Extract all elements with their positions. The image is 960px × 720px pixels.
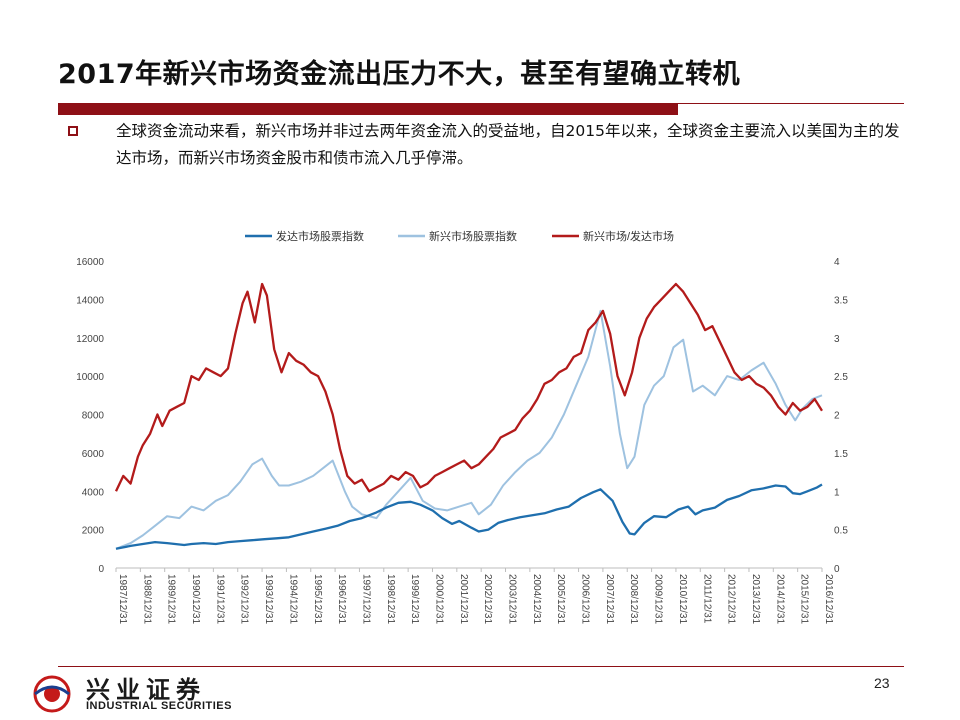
footer-rule <box>58 666 904 667</box>
x-tick-label: 2006/12/31 <box>580 574 591 624</box>
y-right-tick-label: 0 <box>834 564 840 575</box>
x-tick-label: 2011/12/31 <box>701 574 712 624</box>
x-tick-label: 1994/12/31 <box>287 574 298 624</box>
x-tick-label: 1989/12/31 <box>166 574 177 624</box>
legend-label-emerging: 新兴市场股票指数 <box>429 229 517 243</box>
chart-axes: 0 2000 4000 6000 8000 10000 12000 14000 16000 0 0.… <box>76 257 848 624</box>
x-tick-label: 2001/12/31 <box>458 574 469 624</box>
y-right-tick-label: 4 <box>834 257 840 268</box>
x-tick-label: 1998/12/31 <box>385 574 396 624</box>
y-left-tick-label: 8000 <box>82 411 105 422</box>
bullet-square-icon <box>68 126 78 136</box>
y-left-tick-label: 0 <box>98 564 104 575</box>
logo-name-cn: 兴业证券 <box>86 675 206 704</box>
x-tick-label: 2002/12/31 <box>482 574 493 624</box>
y-right-tick-label: 1 <box>834 487 840 498</box>
y-right-tick-label: 3.5 <box>834 295 848 306</box>
x-tick-label: 2014/12/31 <box>774 574 785 624</box>
legend-label-developed: 发达市场股票指数 <box>276 229 364 243</box>
series-line-emerging <box>115 309 823 550</box>
page-number: 23 <box>874 675 890 691</box>
y-left-tick-label: 6000 <box>82 449 105 460</box>
x-tick-label: 2003/12/31 <box>507 574 518 624</box>
company-logo-icon <box>33 675 71 713</box>
legend-label-ratio: 新兴市场/发达市场 <box>583 229 674 243</box>
x-tick-label: 1999/12/31 <box>409 574 420 624</box>
company-logo: 兴业证券 INDUSTRIAL SECURITIES <box>30 670 270 716</box>
x-tick-label: 1995/12/31 <box>312 574 323 624</box>
bullet-text: 全球资金流动来看，新兴市场并非过去两年资金流入的受益地，自2015年以来，全球资… <box>116 122 900 167</box>
x-tick-label: 2005/12/31 <box>555 574 566 624</box>
slide-title: 2017年新兴市场资金流出压力不大，甚至有望确立转机 <box>58 59 741 90</box>
chart-series <box>114 282 823 550</box>
x-tick-label: 1991/12/31 <box>214 574 225 624</box>
y-left-tick-label: 10000 <box>76 372 104 383</box>
x-tick-label: 1987/12/31 <box>117 574 128 624</box>
chart-legend: 发达市场股票指数 新兴市场股票指数 新兴市场/发达市场 <box>245 229 674 243</box>
y-left-tick-label: 12000 <box>76 334 104 345</box>
y-right-tick-label: 2.5 <box>834 372 848 383</box>
series-line-ratio <box>114 282 823 493</box>
x-tick-label: 2009/12/31 <box>653 574 664 624</box>
x-tick-label: 1990/12/31 <box>190 574 201 624</box>
x-tick-label: 1992/12/31 <box>239 574 250 624</box>
x-tick-label: 1997/12/31 <box>360 574 371 624</box>
x-tick-label: 2010/12/31 <box>677 574 688 624</box>
series-line-developed <box>115 483 823 550</box>
y-right-tick-label: 3 <box>834 334 840 345</box>
x-tick-label: 2000/12/31 <box>433 574 444 624</box>
y-right-tick-label: 2 <box>834 411 840 422</box>
x-tick-label: 2015/12/31 <box>799 574 810 624</box>
x-tick-label: 2008/12/31 <box>628 574 639 624</box>
x-tick-label: 1993/12/31 <box>263 574 274 624</box>
title-accent-bar <box>58 103 678 115</box>
chart-container: 发达市场股票指数 新兴市场股票指数 新兴市场/发达市场 0 2000 4000 600… <box>0 210 960 650</box>
x-tick-label: 2016/12/31 <box>823 574 834 624</box>
logo-name-en: INDUSTRIAL SECURITIES <box>86 700 232 712</box>
line-chart: 发达市场股票指数 新兴市场股票指数 新兴市场/发达市场 0 2000 4000 600… <box>76 229 848 624</box>
y-right-tick-label: 1.5 <box>834 449 848 460</box>
x-tick-label: 1996/12/31 <box>336 574 347 624</box>
y-left-tick-label: 14000 <box>76 295 104 306</box>
y-right-tick-label: 0.5 <box>834 526 848 537</box>
y-left-tick-label: 4000 <box>82 487 105 498</box>
x-tick-label: 2013/12/31 <box>750 574 761 624</box>
x-tick-label: 1988/12/31 <box>141 574 152 624</box>
x-tick-label: 2012/12/31 <box>726 574 737 624</box>
y-left-tick-label: 2000 <box>82 526 105 537</box>
x-tick-label: 2004/12/31 <box>531 574 542 624</box>
x-tick-label: 2007/12/31 <box>604 574 615 624</box>
y-left-tick-label: 16000 <box>76 257 104 268</box>
